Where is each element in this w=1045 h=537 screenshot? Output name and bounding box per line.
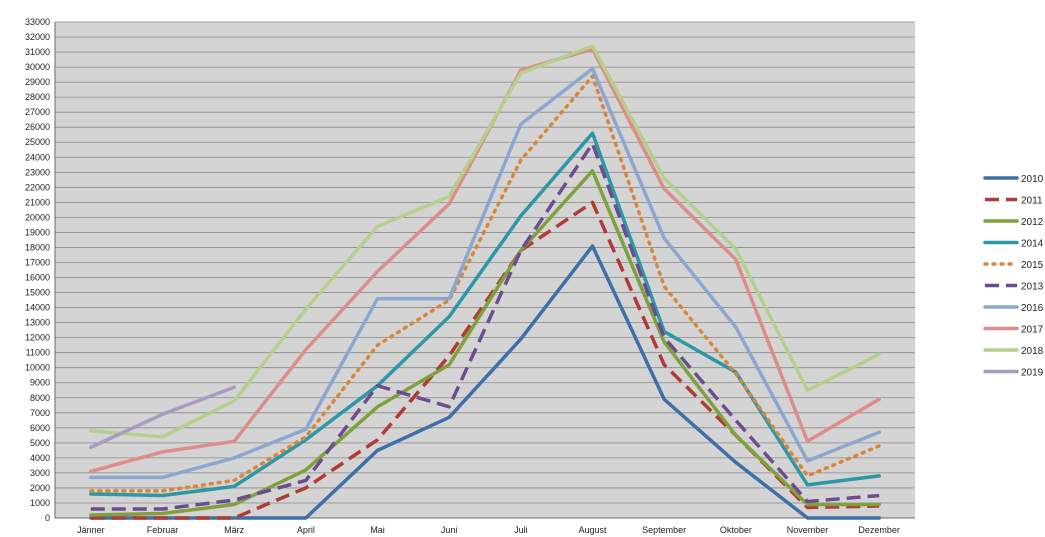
x-tick-label: Mai xyxy=(370,525,385,535)
series-lines xyxy=(89,44,881,520)
y-tick-label: 23000 xyxy=(25,167,50,177)
y-tick-label: 19000 xyxy=(25,227,50,237)
y-tick-label: 29000 xyxy=(25,77,50,87)
y-tick-label: 12000 xyxy=(25,333,50,343)
y-tick-label: 32000 xyxy=(25,32,50,42)
series-line-2015 xyxy=(89,74,881,493)
legend-label-2018: 2018 xyxy=(1021,346,1044,357)
x-tick-label: Juni xyxy=(441,525,458,535)
y-tick-label: 5000 xyxy=(30,438,50,448)
y-tick-label: 4000 xyxy=(30,453,50,463)
y-tick-label: 16000 xyxy=(25,273,50,283)
series-line-2014 xyxy=(89,131,881,498)
legend-label-2011: 2011 xyxy=(1021,196,1043,207)
x-axis-tick-labels: Jänner Februar März April Mai Juni Juli August S… xyxy=(77,525,900,535)
y-tick-label: 14000 xyxy=(25,303,50,313)
x-tick-label: Dezember xyxy=(858,525,900,535)
x-tick-label: Februar xyxy=(147,525,179,535)
series-line-2018 xyxy=(89,44,881,439)
y-tick-label: 11000 xyxy=(26,348,50,358)
legend-label-2015: 2015 xyxy=(1021,260,1044,271)
legend-label-2010: 2010 xyxy=(1021,174,1044,185)
x-tick-label: August xyxy=(578,525,607,535)
series-line-2012 xyxy=(89,169,881,517)
series-line-2013 xyxy=(90,141,880,511)
y-tick-label: 33000 xyxy=(25,17,50,27)
x-tick-label: März xyxy=(224,525,244,535)
y-tick-label: 24000 xyxy=(25,152,50,162)
y-tick-label: 6000 xyxy=(30,423,50,433)
y-tick-label: 31000 xyxy=(25,47,50,57)
x-tick-label: Oktober xyxy=(720,525,752,535)
legend-label-2013: 2013 xyxy=(1021,282,1044,293)
legend-label-2012: 2012 xyxy=(1021,217,1044,228)
legend-label-2016: 2016 xyxy=(1021,303,1044,314)
y-tick-label: 13000 xyxy=(25,318,50,328)
y-tick-label: 22000 xyxy=(25,182,50,192)
y-tick-label: 3000 xyxy=(30,468,50,478)
y-tick-label: 27000 xyxy=(25,107,50,117)
y-tick-label: 10000 xyxy=(25,363,50,373)
y-tick-label: 2000 xyxy=(30,483,50,493)
series-line-2019 xyxy=(89,385,236,450)
y-tick-label: 9000 xyxy=(30,378,50,388)
y-tick-label: 8000 xyxy=(30,393,50,403)
x-tick-label: April xyxy=(297,525,315,535)
y-tick-label: 21000 xyxy=(25,197,50,207)
y-tick-label: 28000 xyxy=(25,92,50,102)
y-tick-label: 18000 xyxy=(25,242,50,252)
x-tick-label: November xyxy=(787,525,829,535)
legend-label-2017: 2017 xyxy=(1021,325,1044,336)
y-tick-label: 0 xyxy=(45,513,50,523)
x-tick-label: Jänner xyxy=(77,525,105,535)
legend-label-2019: 2019 xyxy=(1021,368,1044,379)
y-tick-label: 7000 xyxy=(30,408,50,418)
x-tick-label: Juli xyxy=(514,525,528,535)
legend-label-2014: 2014 xyxy=(1021,239,1044,250)
series-line-2016 xyxy=(89,66,881,480)
y-tick-label: 17000 xyxy=(25,257,50,267)
y-tick-label: 20000 xyxy=(25,212,50,222)
plot-area xyxy=(55,22,915,518)
y-tick-label: 1000 xyxy=(30,498,50,508)
x-tick-label: September xyxy=(642,525,686,535)
y-tick-label: 26000 xyxy=(25,122,50,132)
y-tick-label: 30000 xyxy=(25,62,50,72)
y-axis-tick-labels: 0 1000 2000 3000 4000 5000 6000 7000 8000 9000 100… xyxy=(25,17,50,523)
legend: 2010 2011 2012 2014 2015 2013 2016 2017 2018 2019 xyxy=(983,174,1044,379)
y-tick-label: 15000 xyxy=(25,288,50,298)
y-tick-label: 25000 xyxy=(25,137,50,147)
